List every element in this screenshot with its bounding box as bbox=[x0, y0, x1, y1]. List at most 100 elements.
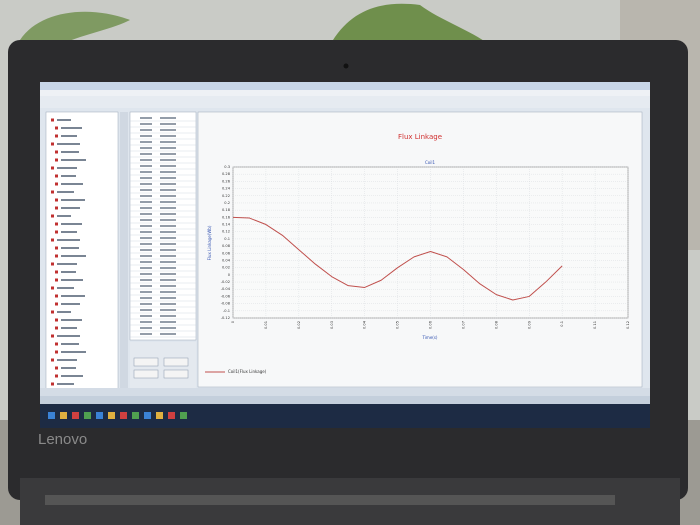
tree-item bbox=[61, 367, 76, 369]
tree-item bbox=[57, 311, 71, 313]
table-cell bbox=[140, 129, 152, 131]
y-tick-label: -0.04 bbox=[221, 287, 231, 291]
taskbar-icon[interactable] bbox=[156, 412, 163, 419]
tree-item bbox=[61, 199, 85, 201]
table-cell bbox=[160, 207, 176, 209]
table-cell bbox=[160, 171, 176, 173]
table-cell bbox=[140, 135, 152, 137]
table-cell bbox=[160, 195, 176, 197]
table-cell bbox=[140, 177, 152, 179]
tree-item bbox=[61, 375, 83, 377]
taskbar-icon[interactable] bbox=[120, 412, 127, 419]
table-cell bbox=[140, 333, 152, 335]
y-tick-label: 0.1 bbox=[224, 237, 230, 241]
table-cell bbox=[140, 195, 152, 197]
x-tick-label: 0.09 bbox=[527, 320, 531, 329]
x-tick-label: 0.04 bbox=[363, 320, 367, 329]
y-tick-label: -0.06 bbox=[221, 294, 231, 298]
table-cell bbox=[140, 159, 152, 161]
table-cell bbox=[160, 165, 176, 167]
tree-item bbox=[57, 167, 77, 169]
tree-icon bbox=[55, 151, 58, 154]
table-cell bbox=[160, 135, 176, 137]
tree-icon bbox=[55, 135, 58, 138]
table-cell bbox=[140, 285, 152, 287]
status-bar bbox=[40, 396, 650, 404]
taskbar-icon[interactable] bbox=[168, 412, 175, 419]
table-cell bbox=[160, 303, 176, 305]
tree-icon bbox=[55, 159, 58, 162]
y-tick-label: 0.14 bbox=[222, 223, 231, 227]
table-cell bbox=[140, 153, 152, 155]
tree-item bbox=[61, 271, 76, 273]
button[interactable] bbox=[164, 358, 188, 366]
y-tick-label: 0.3 bbox=[224, 165, 230, 169]
table-cell bbox=[160, 327, 176, 329]
table-cell bbox=[140, 231, 152, 233]
tree-item bbox=[57, 383, 74, 385]
taskbar-icon[interactable] bbox=[48, 412, 55, 419]
taskbar-icon[interactable] bbox=[72, 412, 79, 419]
x-tick-label: 0.08 bbox=[494, 320, 498, 329]
webcam bbox=[344, 64, 349, 69]
table-cell bbox=[160, 177, 176, 179]
tree-icon bbox=[55, 247, 58, 250]
table-cell bbox=[140, 327, 152, 329]
tree-icon bbox=[55, 127, 58, 130]
y-tick-label: 0.26 bbox=[222, 179, 231, 183]
taskbar-icon[interactable] bbox=[144, 412, 151, 419]
table-cell bbox=[160, 297, 176, 299]
table-cell bbox=[140, 123, 152, 125]
table-cell bbox=[160, 321, 176, 323]
tree-icon bbox=[55, 231, 58, 234]
tree-item bbox=[57, 143, 80, 145]
table-cell bbox=[140, 303, 152, 305]
table-cell bbox=[160, 273, 176, 275]
x-tick-label: 0.02 bbox=[297, 321, 301, 329]
taskbar-icon[interactable] bbox=[60, 412, 67, 419]
tree-icon bbox=[51, 191, 54, 194]
y-tick-label: 0.02 bbox=[222, 266, 230, 270]
table-cell bbox=[140, 165, 152, 167]
hinge bbox=[45, 495, 615, 505]
button[interactable] bbox=[164, 370, 188, 378]
tree-item bbox=[61, 247, 79, 249]
taskbar-icon[interactable] bbox=[180, 412, 187, 419]
table-cell bbox=[160, 249, 176, 251]
button[interactable] bbox=[134, 358, 158, 366]
table-cell bbox=[160, 333, 176, 335]
table-cell bbox=[140, 141, 152, 143]
tree-item bbox=[61, 319, 82, 321]
tree-icon bbox=[51, 215, 54, 218]
table-cell bbox=[140, 219, 152, 221]
tree-item bbox=[61, 279, 83, 281]
tree-item bbox=[61, 343, 79, 345]
table-cell bbox=[160, 285, 176, 287]
tree-item bbox=[57, 191, 74, 193]
x-tick-label: 0.03 bbox=[330, 321, 334, 329]
taskbar-icon[interactable] bbox=[84, 412, 91, 419]
table-cell bbox=[140, 147, 152, 149]
table-cell bbox=[140, 297, 152, 299]
table-cell bbox=[160, 291, 176, 293]
button[interactable] bbox=[134, 370, 158, 378]
tree-icon bbox=[55, 319, 58, 322]
taskbar-icon[interactable] bbox=[132, 412, 139, 419]
table-cell bbox=[140, 273, 152, 275]
tree-icon bbox=[51, 143, 54, 146]
tree-icon bbox=[55, 327, 58, 330]
toolbar bbox=[40, 96, 650, 108]
project-tree bbox=[46, 112, 118, 392]
legend-label: Coil1(Flux Linkage) bbox=[228, 369, 267, 374]
tree-item bbox=[61, 127, 82, 129]
y-tick-label: 0.12 bbox=[222, 230, 230, 234]
tree-item bbox=[61, 135, 77, 137]
table-cell bbox=[160, 123, 176, 125]
y-tick-label: 0.28 bbox=[222, 172, 231, 176]
y-tick-label: -0.1 bbox=[223, 309, 230, 313]
taskbar-icon[interactable] bbox=[96, 412, 103, 419]
table-cell bbox=[160, 267, 176, 269]
taskbar-icon[interactable] bbox=[108, 412, 115, 419]
tree-item bbox=[61, 255, 86, 257]
tree-icon bbox=[51, 263, 54, 266]
